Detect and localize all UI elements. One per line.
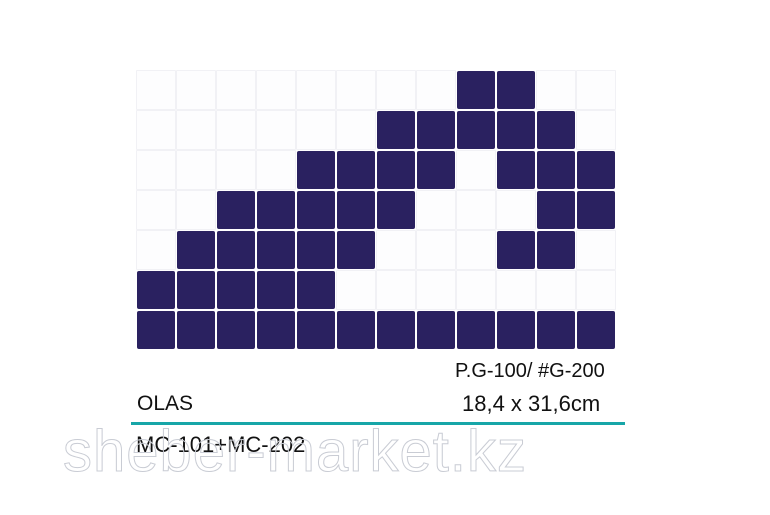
mosaic-tile-empty — [216, 70, 256, 110]
mosaic-tile-filled — [336, 190, 376, 230]
mosaic-tile-filled — [336, 150, 376, 190]
mosaic-tile-empty — [416, 190, 456, 230]
mosaic-tile-filled — [216, 190, 256, 230]
mosaic-tile-empty — [416, 70, 456, 110]
mosaic-tile-filled — [376, 190, 416, 230]
mosaic-tile-empty — [376, 70, 416, 110]
mosaic-tile-filled — [376, 110, 416, 150]
mosaic-tile-empty — [216, 110, 256, 150]
mosaic-tile-filled — [216, 310, 256, 350]
mosaic-tile-empty — [416, 230, 456, 270]
mosaic-tile-filled — [176, 310, 216, 350]
mosaic-tile-filled — [296, 150, 336, 190]
mosaic-tile-filled — [456, 310, 496, 350]
mosaic-tile-empty — [176, 110, 216, 150]
mosaic-tile-empty — [296, 110, 336, 150]
part-numbers-label: MC-101+MC-202 — [136, 432, 306, 457]
mosaic-tile-empty — [536, 270, 576, 310]
mosaic-tile-filled — [336, 230, 376, 270]
mosaic-tile-filled — [136, 310, 176, 350]
mosaic-tile-filled — [256, 230, 296, 270]
mosaic-tile-filled — [416, 310, 456, 350]
mosaic-tile-empty — [176, 190, 216, 230]
mosaic-tile-empty — [136, 70, 176, 110]
mosaic-tile-filled — [456, 110, 496, 150]
mosaic-tile-empty — [496, 270, 536, 310]
mosaic-tile-filled — [496, 70, 536, 110]
mosaic-tile-empty — [576, 110, 616, 150]
mosaic-tile-filled — [296, 190, 336, 230]
mosaic-tile-empty — [136, 190, 176, 230]
mosaic-tile-empty — [496, 190, 536, 230]
mosaic-tile-empty — [416, 270, 456, 310]
mosaic-tile-empty — [136, 230, 176, 270]
mosaic-grid — [136, 70, 616, 350]
mosaic-tile-filled — [256, 310, 296, 350]
divider-rule — [131, 422, 625, 425]
size-label: 18,4 x 31,6cm — [462, 391, 601, 416]
mosaic-tile-filled — [216, 270, 256, 310]
mosaic-tile-empty — [296, 70, 336, 110]
mosaic-tile-empty — [536, 70, 576, 110]
mosaic-tile-filled — [576, 150, 616, 190]
mosaic-tile-empty — [336, 270, 376, 310]
mosaic-tile-empty — [136, 150, 176, 190]
mosaic-tile-filled — [496, 150, 536, 190]
mosaic-tile-empty — [376, 270, 416, 310]
mosaic-tile-filled — [416, 110, 456, 150]
mosaic-tile-filled — [296, 230, 336, 270]
mosaic-tile-filled — [296, 310, 336, 350]
mosaic-tile-filled — [496, 110, 536, 150]
mosaic-tile-filled — [536, 230, 576, 270]
mosaic-tile-empty — [176, 70, 216, 110]
mosaic-tile-filled — [336, 310, 376, 350]
mosaic-tile-empty — [216, 150, 256, 190]
mosaic-tile-empty — [336, 110, 376, 150]
mosaic-tile-filled — [136, 270, 176, 310]
mosaic-tile-empty — [456, 190, 496, 230]
mosaic-tile-filled — [216, 230, 256, 270]
mosaic-tile-empty — [136, 110, 176, 150]
mosaic-tile-filled — [296, 270, 336, 310]
mosaic-tile-empty — [456, 230, 496, 270]
mosaic-tile-filled — [256, 270, 296, 310]
mosaic-tile-filled — [496, 310, 536, 350]
mosaic-tile-empty — [456, 150, 496, 190]
mosaic-tile-filled — [576, 190, 616, 230]
mosaic-tile-empty — [256, 70, 296, 110]
mosaic-tile-filled — [376, 310, 416, 350]
mosaic-tile-empty — [576, 270, 616, 310]
mosaic-tile-empty — [376, 230, 416, 270]
mosaic-tile-filled — [536, 190, 576, 230]
mosaic-tile-filled — [456, 70, 496, 110]
mosaic-tile-empty — [336, 70, 376, 110]
mosaic-tile-empty — [456, 270, 496, 310]
mosaic-tile-filled — [496, 230, 536, 270]
mosaic-tile-filled — [536, 310, 576, 350]
mosaic-tile-empty — [256, 150, 296, 190]
mosaic-tile-empty — [576, 230, 616, 270]
mosaic-tile-filled — [536, 150, 576, 190]
mosaic-tile-filled — [176, 270, 216, 310]
mosaic-tile-filled — [576, 310, 616, 350]
mosaic-tile-empty — [176, 150, 216, 190]
mosaic-tile-empty — [256, 110, 296, 150]
brand-name-label: OLAS — [137, 392, 194, 415]
mosaic-tile-empty — [576, 70, 616, 110]
mosaic-tile-filled — [536, 110, 576, 150]
product-code-label: P.G-100/ #G-200 — [455, 360, 605, 382]
mosaic-tile-filled — [256, 190, 296, 230]
mosaic-tile-filled — [376, 150, 416, 190]
mosaic-tile-filled — [416, 150, 456, 190]
mosaic-tile-filled — [176, 230, 216, 270]
